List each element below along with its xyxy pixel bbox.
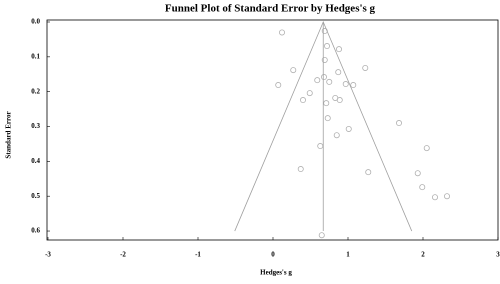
y-tick-label: 0.4 bbox=[31, 157, 40, 165]
y-tick-label: 0.1 bbox=[31, 52, 40, 60]
x-tick-label: 0 bbox=[271, 251, 275, 259]
point bbox=[395, 120, 402, 127]
x-tick-label: -3 bbox=[45, 251, 51, 259]
point bbox=[275, 82, 282, 89]
x-tick-label: 1 bbox=[346, 251, 350, 259]
x-tick-label: -1 bbox=[195, 251, 201, 259]
point bbox=[306, 90, 313, 97]
point bbox=[320, 74, 327, 81]
point bbox=[336, 97, 343, 104]
y-tick-label: 0.5 bbox=[31, 192, 40, 200]
x-tick-label: -2 bbox=[120, 251, 126, 259]
point bbox=[443, 193, 450, 200]
point bbox=[323, 100, 330, 107]
point bbox=[431, 194, 438, 201]
point bbox=[290, 67, 297, 74]
point bbox=[345, 125, 352, 132]
point bbox=[321, 56, 328, 63]
point bbox=[342, 81, 349, 88]
point bbox=[326, 78, 333, 85]
point bbox=[317, 143, 324, 150]
point bbox=[335, 46, 342, 53]
point bbox=[333, 132, 340, 139]
point bbox=[362, 64, 369, 71]
x-tick-label: 3 bbox=[496, 251, 500, 259]
point bbox=[299, 97, 306, 104]
point bbox=[335, 69, 342, 76]
point bbox=[314, 77, 321, 84]
y-tick-label: 0.3 bbox=[31, 122, 40, 130]
chart-title: Funnel Plot of Standard Error by Hedges'… bbox=[165, 3, 376, 15]
point bbox=[350, 82, 357, 89]
point bbox=[318, 232, 325, 239]
point bbox=[297, 166, 304, 173]
x-tick-label: 2 bbox=[421, 251, 425, 259]
point bbox=[423, 145, 430, 152]
point bbox=[278, 29, 285, 36]
y-tick-label: 0.6 bbox=[31, 227, 40, 235]
point bbox=[365, 169, 372, 176]
point bbox=[324, 115, 331, 122]
plot-frame bbox=[46, 19, 499, 241]
y-tick-label: 0.0 bbox=[31, 18, 40, 26]
x-axis-label: Hedges's g bbox=[260, 269, 292, 277]
y-axis-label: Standard Error bbox=[5, 111, 13, 158]
point bbox=[414, 170, 421, 177]
y-tick-label: 0.2 bbox=[31, 87, 40, 95]
point bbox=[323, 43, 330, 50]
point bbox=[419, 184, 426, 191]
